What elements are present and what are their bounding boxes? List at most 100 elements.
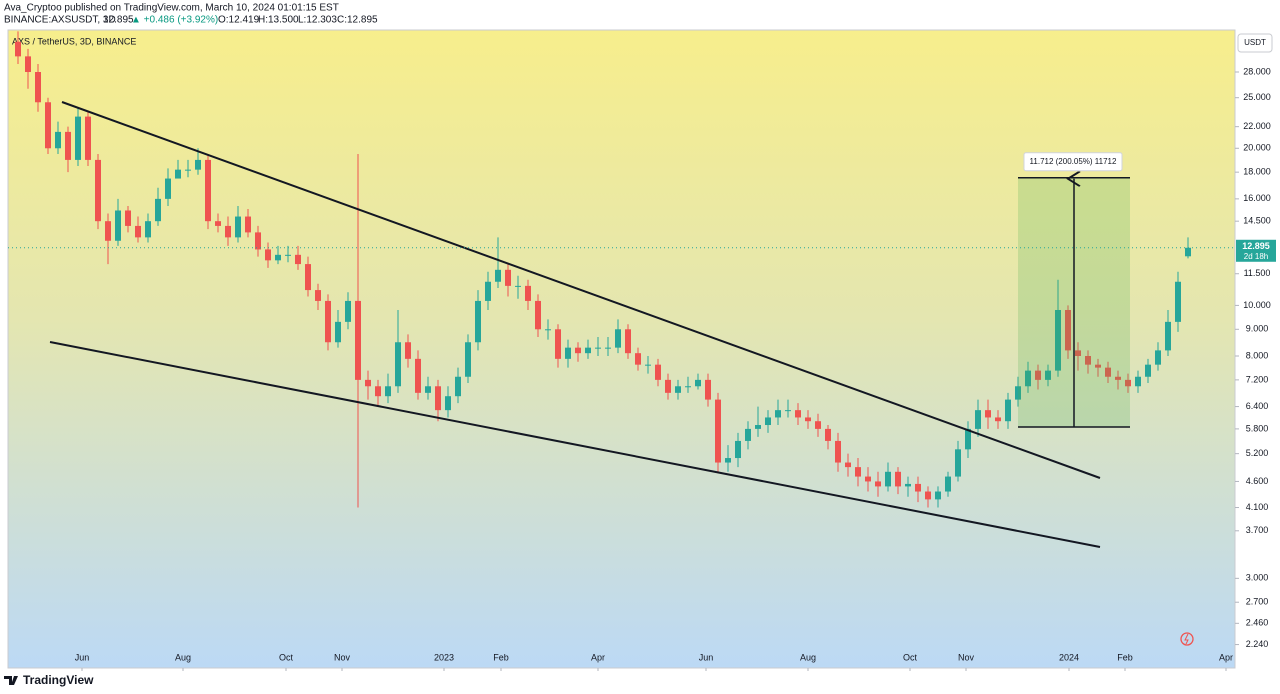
candle-body	[455, 376, 461, 397]
candle-body	[15, 41, 21, 57]
candle-body	[1095, 364, 1101, 368]
alert-icon[interactable]	[1180, 632, 1194, 646]
y-tick-label: 18.000	[1243, 167, 1271, 177]
measure: 11.712 (200.05%) 11712	[1018, 152, 1130, 428]
candle-body	[445, 396, 451, 411]
candle-body	[695, 379, 701, 387]
measure-label-box	[1023, 152, 1123, 172]
candle-body	[615, 329, 621, 348]
candle-body	[165, 178, 171, 199]
candle-body	[775, 410, 781, 418]
candle-body	[585, 347, 591, 354]
candle-body	[365, 379, 371, 387]
candle-body	[745, 428, 751, 441]
price-tag	[1236, 239, 1276, 262]
high: H:13.500	[258, 15, 299, 26]
candle-body	[905, 483, 911, 487]
candle-body	[305, 264, 311, 291]
y-tick-label: 22.000	[1243, 121, 1271, 131]
candle-body	[725, 458, 731, 463]
price-tag-label: 12.895	[1242, 241, 1270, 251]
candle-body	[255, 232, 261, 250]
candle-body	[705, 379, 711, 400]
candle-body	[675, 386, 681, 393]
candle-body	[665, 379, 671, 393]
y-tick-label: 20.000	[1243, 143, 1271, 153]
unit-box[interactable]	[1237, 33, 1273, 53]
candle-body	[175, 169, 181, 179]
candles	[15, 31, 1191, 508]
candle-body	[545, 329, 551, 331]
y-tick-label: 4.100	[1246, 502, 1269, 512]
upper-trendline	[61, 101, 1101, 479]
candle-body	[995, 417, 1001, 422]
candle-body	[425, 386, 431, 393]
candle-body	[285, 254, 291, 256]
lower-trendline	[49, 341, 1101, 548]
candle-body	[935, 491, 941, 500]
candle-body	[135, 225, 141, 238]
candle-body	[1015, 386, 1021, 400]
x-tick-label: Nov	[958, 652, 975, 662]
candle-body	[565, 347, 571, 359]
candle-body	[805, 417, 811, 422]
y-tick-label: 2.240	[1246, 639, 1269, 649]
x-tick-label: Oct	[903, 652, 918, 662]
low: L:12.303	[298, 15, 337, 26]
candle-body	[325, 300, 331, 343]
candle-body	[1075, 350, 1081, 356]
candle-body	[755, 425, 761, 429]
x-tick-label: Aug	[800, 652, 816, 662]
candle-body	[155, 198, 161, 222]
candle-body	[625, 329, 631, 354]
candle-body	[1175, 281, 1181, 322]
y-tick-label: 2.460	[1246, 618, 1269, 628]
candle-body	[785, 410, 791, 412]
candle-body	[1135, 376, 1141, 387]
candle-body	[205, 159, 211, 222]
candle-body	[855, 467, 861, 477]
candle-body	[1185, 247, 1191, 257]
candle-body	[1165, 321, 1171, 351]
candle-body	[1055, 309, 1061, 371]
y-tick-label: 5.200	[1246, 448, 1269, 458]
candle-body	[575, 347, 581, 354]
publisher: Ava_Cryptoo published on TradingView.com…	[4, 3, 339, 14]
candle-body	[1065, 309, 1071, 351]
candle-body	[885, 471, 891, 487]
candle-body	[515, 285, 521, 287]
x-tick-label: Oct	[279, 652, 294, 662]
candle-body	[1035, 370, 1041, 380]
x-tick-label: Feb	[1117, 652, 1133, 662]
alert-bolt	[1184, 633, 1189, 645]
candle-body	[525, 285, 531, 301]
candle-body	[645, 364, 651, 366]
x-tick-label: Nov	[334, 652, 351, 662]
y-tick-label: 16.000	[1243, 193, 1271, 203]
candle-body	[1125, 379, 1131, 387]
candle-body	[385, 386, 391, 397]
x-tick-label: Jun	[699, 652, 714, 662]
y-tick-label: 28.000	[1243, 66, 1271, 76]
candle-body	[465, 342, 471, 377]
axis-unit: USDT	[1244, 38, 1266, 47]
candle-body	[815, 421, 821, 429]
candle-body	[955, 449, 961, 477]
candle-body	[655, 364, 661, 380]
candle-body	[1115, 376, 1121, 380]
candle-body	[335, 321, 341, 343]
x-tick-label: Apr	[591, 652, 605, 662]
y-tick-label: 5.800	[1246, 423, 1269, 433]
candle-body	[435, 386, 441, 411]
candle-body	[845, 462, 851, 468]
candle-body	[685, 386, 691, 388]
y-tick-label: 3.000	[1246, 573, 1269, 583]
plot-area	[7, 29, 1236, 669]
candle-body	[765, 417, 771, 426]
candle-body	[215, 221, 221, 226]
y-tick-label: 4.600	[1246, 476, 1269, 486]
y-tick-label: 9.000	[1246, 324, 1269, 334]
y-tick-label: 3.700	[1246, 525, 1269, 535]
candle-body	[965, 428, 971, 450]
